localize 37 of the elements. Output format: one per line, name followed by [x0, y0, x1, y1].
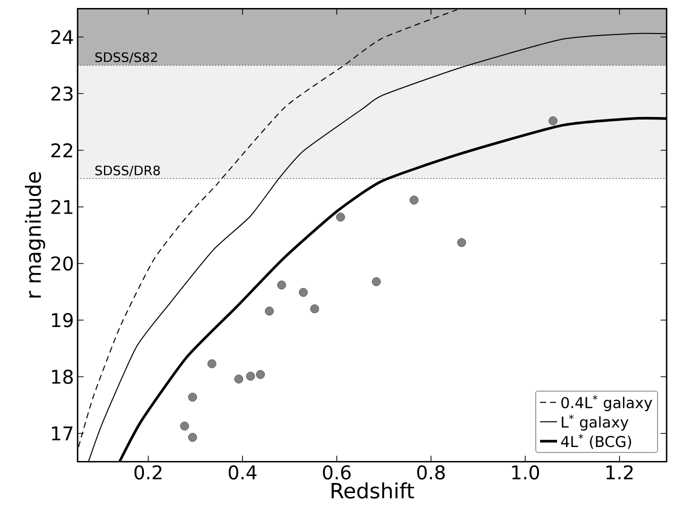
x-tick-label: 0.6: [322, 465, 351, 480]
point: [548, 116, 558, 126]
y-tick-label: 20: [51, 256, 73, 271]
point: [336, 212, 345, 222]
ref-line-label: SDSS/S82: [95, 52, 157, 64]
x-tick-label: 1.0: [512, 465, 540, 480]
x-tick-label: 0.4: [228, 465, 256, 480]
y-tick-label: 24: [51, 30, 73, 44]
legend-label: L$^{*}$ galaxy: [562, 414, 628, 431]
point: [188, 392, 198, 402]
point: [310, 304, 320, 314]
point: [277, 280, 286, 290]
ref-line-label: SDSS/DR8: [95, 166, 160, 176]
y-tick-label: 21: [51, 200, 72, 214]
point: [372, 277, 381, 286]
y-tick-label: 18: [52, 370, 73, 384]
x-tick-label: 0.2: [134, 465, 162, 480]
legend-label: 4L$^{*}$ (BCG): [561, 434, 632, 449]
x-axis-title: Redshift: [332, 482, 414, 499]
point: [256, 370, 265, 379]
point: [180, 422, 189, 430]
point: [298, 288, 308, 297]
point: [246, 372, 255, 381]
y-tick-label: 19: [52, 312, 73, 328]
y-tick-label: 22: [51, 143, 72, 158]
y-tick-label: 23: [51, 86, 73, 101]
x-tick-label: 0.8: [417, 465, 445, 480]
point: [207, 359, 216, 368]
x-tick-label: 1.2: [606, 465, 633, 480]
y-axis-title: r magnitude: [24, 172, 46, 298]
legend-label: 0.4L$^{*}$ galaxy: [561, 395, 652, 412]
y-tick-label: 17: [52, 426, 72, 440]
point: [410, 196, 418, 205]
point: [264, 306, 274, 316]
point: [234, 374, 244, 384]
point: [457, 238, 466, 247]
point: [188, 432, 198, 442]
